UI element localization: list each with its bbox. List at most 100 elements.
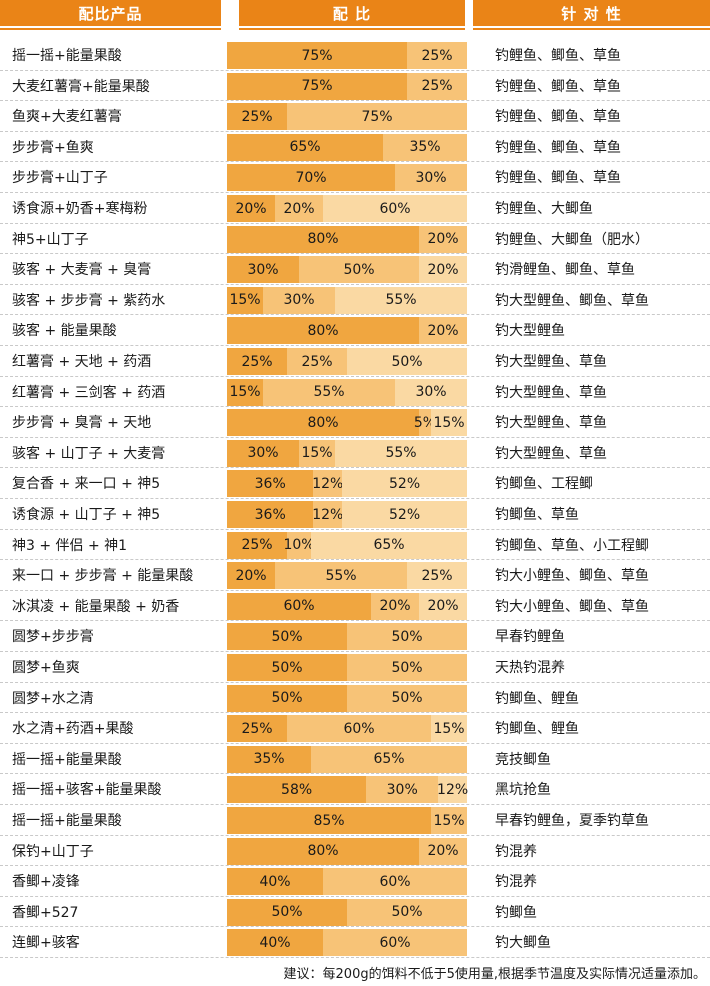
ratio-segment: 85%: [227, 807, 431, 834]
target-fish: 钓鲫鱼、草鱼: [495, 507, 579, 523]
target-fish: 钓鲫鱼: [495, 904, 537, 921]
ratio-segment: 52%: [342, 470, 467, 498]
usage-note: 建议：每200g的饵料不低于5使用量,根据季节温度及实际情况适量添加。: [283, 967, 706, 982]
ratio-segment: 55%: [275, 562, 407, 590]
ratio-segment: 60%: [323, 929, 467, 957]
ratio-segment: 12%: [437, 776, 468, 804]
ratio-segment: 55%: [263, 378, 395, 406]
ratio-segment: 75%: [227, 42, 407, 69]
ratio-bar: 70% 30%: [227, 164, 467, 192]
ratio-bar: 30% 50% 20%: [227, 256, 467, 284]
target-fish: 钓鲤鱼、大鲫鱼（肥水）: [495, 231, 649, 248]
table-row: 红薯膏 + 三剑客 + 药酒 15% 55% 30% 钓大型鲤鱼、草鱼: [0, 377, 710, 408]
product-name: 摇一摇+能量果酸: [12, 48, 122, 64]
product-name: 骇客 + 能量果酸: [12, 323, 117, 340]
target-fish: 钓鲫鱼、鲤鱼: [495, 721, 579, 738]
ratio-bar: 36% 12% 52%: [227, 501, 467, 528]
header-product-label: 配比产品: [78, 4, 143, 23]
ratio-segment: 20%: [419, 317, 467, 345]
ratio-segment: 25%: [407, 72, 467, 100]
table-row: 摇一摇+能量果酸 75% 25% 钓鲤鱼、鲫鱼、草鱼: [0, 40, 710, 71]
product-name: 神3 + 伴侣 + 神1: [12, 537, 128, 554]
target-fish: 钓鲤鱼、鲫鱼、草鱼: [495, 139, 621, 156]
target-fish: 钓鲤鱼、鲫鱼、草鱼: [495, 109, 621, 126]
table-row: 摇一摇+能量果酸 35% 65% 竞技鲫鱼: [0, 744, 710, 775]
ratio-bar: 50% 50%: [227, 623, 467, 651]
ratio-segment: 36%: [227, 470, 314, 498]
ratio-segment: 30%: [395, 378, 467, 406]
ratio-segment: 15%: [431, 409, 467, 437]
product-name: 香鲫+527: [12, 904, 79, 921]
product-name: 复合香 + 来一口 + 神5: [12, 476, 161, 493]
ratio-segment: 50%: [227, 684, 347, 712]
ratio-segment: 80%: [227, 837, 419, 865]
product-name: 诱食源+奶香+寒梅粉: [12, 201, 148, 217]
header-target: 针 对 性: [473, 0, 710, 26]
ratio-segment: 20%: [227, 195, 275, 222]
target-fish: 钓鲤鱼、大鲫鱼: [495, 201, 593, 217]
target-fish: 钓鲤鱼、鲫鱼、草鱼: [495, 48, 621, 64]
ratio-bar: 80% 20%: [227, 837, 467, 865]
ratio-segment: 80%: [227, 317, 419, 345]
ratio-bar: 36% 12% 52%: [227, 470, 467, 498]
ratio-bar: 50% 50%: [227, 898, 467, 926]
ratio-bar: 80% 20%: [227, 225, 467, 253]
ratio-segment: 20%: [419, 592, 467, 620]
ratio-segment: 40%: [227, 929, 323, 957]
table-row: 步步膏+鱼爽 65% 35% 钓鲤鱼、鲫鱼、草鱼: [0, 132, 710, 163]
table-row: 步步膏 + 臭膏 + 天地 80% 5% 15% 钓大型鲤鱼、草鱼: [0, 407, 710, 438]
product-name: 圆梦+步步膏: [12, 629, 94, 646]
ratio-bar: 65% 35%: [227, 133, 467, 161]
ratio-bar: 20% 20% 60%: [227, 195, 467, 222]
product-name: 步步膏+山丁子: [12, 170, 108, 187]
ratio-segment: 20%: [275, 195, 323, 222]
ratio-segment: 20%: [419, 837, 467, 865]
ratio-bar: 85% 15%: [227, 807, 467, 834]
table-row: 鱼爽+大麦红薯膏 25% 75% 钓鲤鱼、鲫鱼、草鱼: [0, 101, 710, 132]
target-fish: 天热钓混养: [495, 660, 565, 676]
ratio-segment: 75%: [227, 72, 407, 100]
ratio-segment: 15%: [431, 715, 467, 743]
table-row: 诱食源+奶香+寒梅粉 20% 20% 60% 钓鲤鱼、大鲫鱼: [0, 193, 710, 224]
product-name: 保钓+山丁子: [12, 843, 94, 860]
ratio-segment: 65%: [227, 133, 383, 161]
target-fish: 钓滑鲤鱼、鲫鱼、草鱼: [495, 262, 635, 279]
target-fish: 黑坑抢鱼: [495, 782, 551, 799]
target-fish: 钓大型鲤鱼、草鱼: [495, 354, 607, 370]
ratio-segment: 15%: [431, 807, 467, 834]
header-ratio-label: 配 比: [332, 4, 372, 23]
ratio-segment: 60%: [323, 868, 467, 896]
product-name: 圆梦+鱼爽: [12, 660, 80, 676]
table-row: 香鲫+527 50% 50% 钓鲫鱼: [0, 897, 710, 928]
ratio-segment: 35%: [383, 133, 467, 161]
ratio-bar: 25% 60% 15%: [227, 715, 467, 743]
table-row: 骇客 + 步步膏 + 紫药水 15% 30% 55% 钓大型鲤鱼、鲫鱼、草鱼: [0, 285, 710, 316]
ratio-segment: 50%: [227, 898, 347, 926]
ratio-segment: 30%: [227, 439, 299, 467]
target-fish: 钓大型鲤鱼: [495, 323, 565, 340]
product-name: 步步膏+鱼爽: [12, 139, 94, 156]
table-row: 保钓+山丁子 80% 20% 钓混养: [0, 836, 710, 867]
table-row: 骇客 + 大麦膏 + 臭膏 30% 50% 20% 钓滑鲤鱼、鲫鱼、草鱼: [0, 254, 710, 285]
table-row: 圆梦+水之清 50% 50% 钓鲫鱼、鲤鱼: [0, 683, 710, 714]
ratio-bar: 25% 10% 65%: [227, 531, 467, 559]
table-row: 圆梦+鱼爽 50% 50% 天热钓混养: [0, 652, 710, 683]
ratio-segment: 10%: [283, 531, 315, 559]
product-name: 来一口 + 步步膏 + 能量果酸: [12, 568, 194, 585]
ratio-bar: 50% 50%: [227, 684, 467, 712]
ratio-segment: 20%: [419, 256, 467, 284]
ratio-segment: 55%: [335, 286, 467, 314]
ratio-bar: 80% 5% 15%: [227, 409, 467, 437]
table-row: 诱食源 + 山丁子 + 神5 36% 12% 52% 钓鲫鱼、草鱼: [0, 499, 710, 530]
table-row: 红薯膏 + 天地 + 药酒 25% 25% 50% 钓大型鲤鱼、草鱼: [0, 346, 710, 377]
table-row: 冰淇凌 + 能量果酸 + 奶香 60% 20% 20% 钓大小鲤鱼、鲫鱼、草鱼: [0, 591, 710, 622]
ratio-bar: 80% 20%: [227, 317, 467, 345]
ratio-bar: 75% 25%: [227, 42, 467, 69]
ratio-segment: 20%: [227, 562, 275, 590]
ratio-segment: 12%: [312, 470, 343, 498]
ratio-bar: 20% 55% 25%: [227, 562, 467, 590]
ratio-segment: 35%: [227, 745, 311, 773]
product-name: 骇客 + 大麦膏 + 臭膏: [12, 262, 152, 279]
ratio-segment: 80%: [227, 409, 419, 437]
ratio-bar: 30% 15% 55%: [227, 439, 467, 467]
